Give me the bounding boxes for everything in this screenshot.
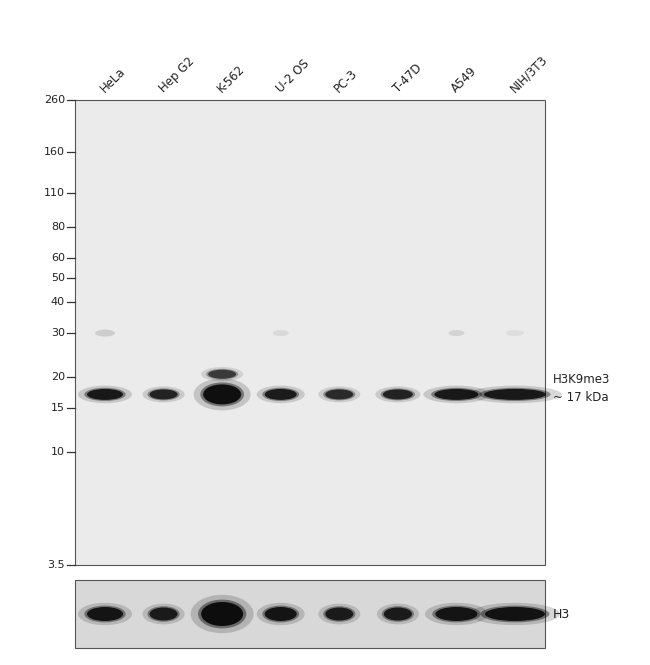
Text: A549: A549 (449, 65, 480, 95)
Ellipse shape (436, 607, 478, 621)
Ellipse shape (142, 604, 185, 624)
Text: 50: 50 (51, 273, 65, 283)
Ellipse shape (434, 389, 478, 400)
Ellipse shape (377, 604, 419, 624)
Text: 10: 10 (51, 447, 65, 457)
Ellipse shape (469, 386, 562, 403)
Ellipse shape (265, 607, 296, 621)
Ellipse shape (78, 602, 132, 625)
Bar (75, 100, 545, 565)
Ellipse shape (432, 606, 480, 622)
Ellipse shape (425, 602, 488, 625)
Ellipse shape (384, 608, 412, 620)
Ellipse shape (382, 606, 414, 622)
Ellipse shape (506, 330, 524, 336)
Ellipse shape (383, 390, 413, 400)
Ellipse shape (323, 388, 356, 400)
Ellipse shape (198, 600, 246, 628)
Text: 260: 260 (44, 95, 65, 105)
Ellipse shape (381, 388, 415, 400)
Ellipse shape (265, 389, 296, 400)
Ellipse shape (323, 606, 356, 622)
Ellipse shape (263, 606, 299, 622)
Ellipse shape (190, 595, 254, 633)
Text: 60: 60 (51, 253, 65, 263)
Text: Hep G2: Hep G2 (157, 55, 196, 95)
Text: PC-3: PC-3 (332, 66, 360, 95)
Ellipse shape (325, 390, 354, 400)
Ellipse shape (142, 386, 185, 402)
Ellipse shape (318, 604, 360, 624)
Ellipse shape (95, 330, 115, 336)
Text: U-2 OS: U-2 OS (274, 57, 311, 95)
Text: 15: 15 (51, 403, 65, 413)
Ellipse shape (194, 378, 251, 410)
Ellipse shape (479, 388, 551, 401)
Text: 160: 160 (44, 148, 65, 158)
Ellipse shape (470, 602, 560, 625)
Ellipse shape (206, 369, 239, 380)
Text: H3K9me3
~ 17 kDa: H3K9me3 ~ 17 kDa (553, 373, 610, 404)
Ellipse shape (208, 370, 236, 378)
Text: 110: 110 (44, 188, 65, 198)
Text: 40: 40 (51, 297, 65, 307)
Ellipse shape (200, 382, 244, 406)
Ellipse shape (203, 384, 241, 404)
Bar (75, 580, 545, 648)
Ellipse shape (325, 608, 354, 620)
Text: 20: 20 (51, 372, 65, 382)
Ellipse shape (150, 608, 177, 620)
Text: NIH/3T3: NIH/3T3 (508, 53, 550, 95)
Ellipse shape (87, 607, 123, 621)
Ellipse shape (318, 386, 360, 402)
Ellipse shape (484, 389, 546, 400)
Ellipse shape (150, 390, 177, 400)
Ellipse shape (87, 389, 123, 400)
Ellipse shape (423, 386, 489, 403)
Text: 3.5: 3.5 (47, 560, 65, 570)
Ellipse shape (448, 330, 465, 336)
Ellipse shape (257, 602, 305, 625)
Ellipse shape (485, 607, 545, 621)
Text: 30: 30 (51, 328, 65, 338)
Ellipse shape (148, 388, 179, 400)
Ellipse shape (148, 606, 179, 622)
Text: K-562: K-562 (215, 63, 248, 95)
Text: HeLa: HeLa (98, 65, 128, 95)
Ellipse shape (84, 388, 125, 401)
Ellipse shape (78, 386, 132, 403)
Ellipse shape (273, 330, 289, 336)
Ellipse shape (201, 367, 243, 382)
Text: T-47D: T-47D (391, 61, 424, 95)
Ellipse shape (257, 386, 305, 403)
Ellipse shape (201, 602, 243, 626)
Ellipse shape (375, 386, 421, 402)
Text: 80: 80 (51, 222, 65, 232)
Ellipse shape (263, 388, 299, 401)
Ellipse shape (480, 606, 549, 622)
Ellipse shape (431, 388, 482, 401)
Text: H3: H3 (553, 608, 570, 620)
Ellipse shape (84, 606, 125, 622)
